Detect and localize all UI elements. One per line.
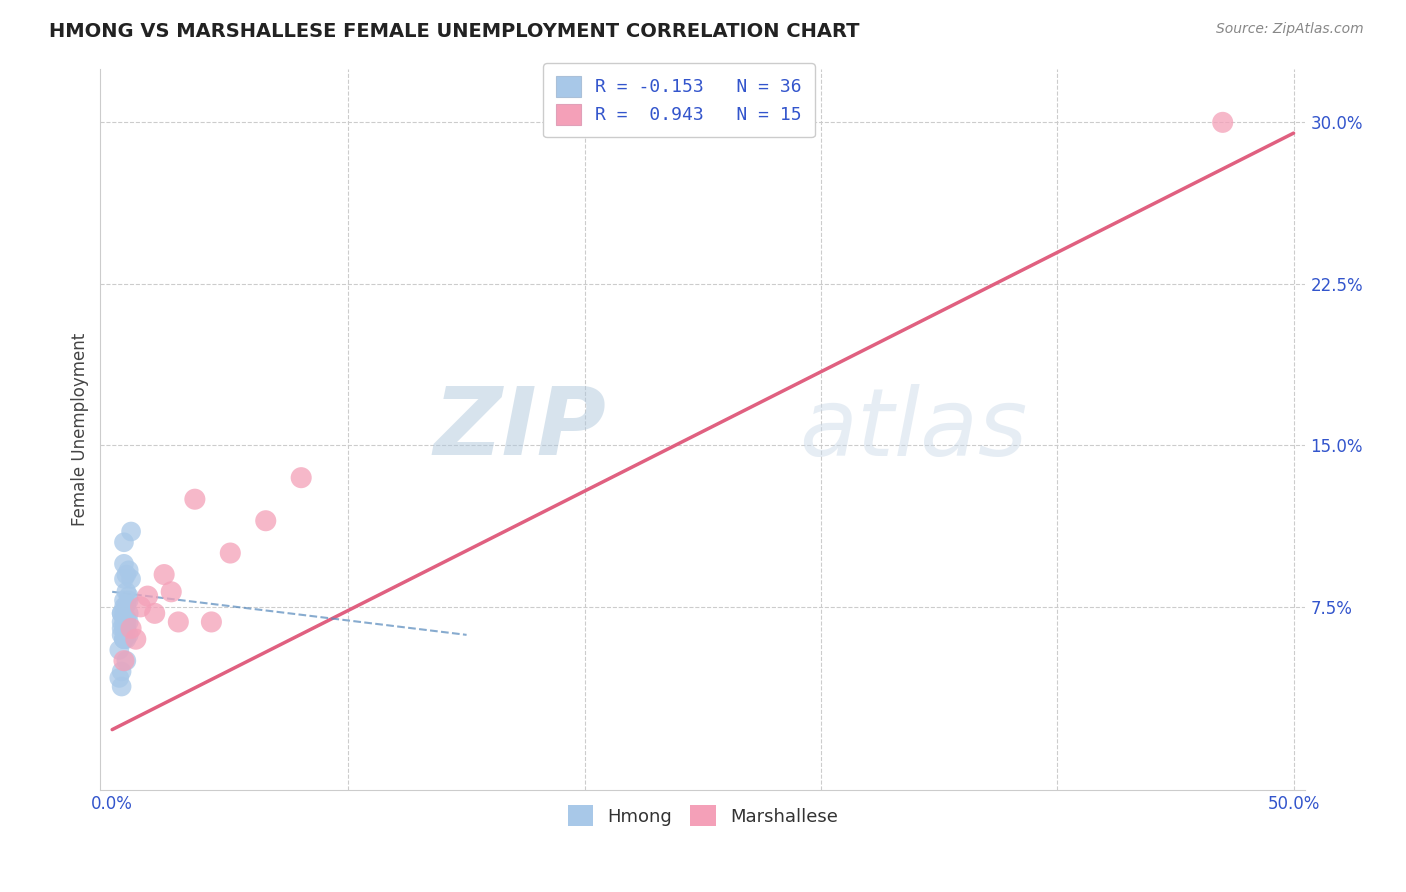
Point — [1212, 115, 1234, 129]
Point — [115, 584, 138, 599]
Point — [120, 572, 142, 586]
Point — [112, 593, 135, 607]
Y-axis label: Female Unemployment: Female Unemployment — [72, 333, 89, 526]
Point — [115, 615, 138, 629]
Point — [129, 599, 152, 614]
Point — [112, 621, 135, 635]
Point — [118, 628, 141, 642]
Point — [108, 643, 131, 657]
Point — [153, 567, 176, 582]
Point — [115, 654, 138, 668]
Text: HMONG VS MARSHALLESE FEMALE UNEMPLOYMENT CORRELATION CHART: HMONG VS MARSHALLESE FEMALE UNEMPLOYMENT… — [49, 22, 859, 41]
Point — [115, 610, 138, 624]
Point — [118, 607, 141, 621]
Point — [115, 632, 138, 647]
Point — [112, 632, 135, 647]
Point — [110, 607, 132, 621]
Point — [200, 615, 222, 629]
Point — [112, 607, 135, 621]
Point — [160, 584, 183, 599]
Point — [112, 632, 135, 647]
Point — [118, 589, 141, 603]
Point — [112, 632, 135, 647]
Point — [110, 621, 132, 635]
Point — [115, 598, 138, 612]
Point — [120, 524, 142, 539]
Point — [112, 654, 135, 668]
Text: ZIP: ZIP — [433, 384, 606, 475]
Point — [120, 621, 142, 635]
Point — [112, 599, 135, 614]
Text: atlas: atlas — [799, 384, 1028, 475]
Point — [118, 615, 141, 629]
Point — [254, 514, 277, 528]
Point — [118, 593, 141, 607]
Point — [112, 572, 135, 586]
Point — [118, 563, 141, 577]
Point — [112, 535, 135, 549]
Point — [110, 607, 132, 621]
Text: Source: ZipAtlas.com: Source: ZipAtlas.com — [1216, 22, 1364, 37]
Point — [143, 607, 166, 621]
Point — [219, 546, 242, 560]
Point — [167, 615, 190, 629]
Point — [112, 557, 135, 571]
Point — [110, 628, 132, 642]
Point — [115, 621, 138, 635]
Point — [110, 615, 132, 629]
Legend: Hmong, Marshallese: Hmong, Marshallese — [558, 796, 846, 835]
Point — [110, 665, 132, 679]
Point — [184, 492, 207, 507]
Point — [112, 615, 135, 629]
Point — [125, 632, 148, 647]
Point — [136, 589, 159, 603]
Point — [115, 567, 138, 582]
Point — [290, 471, 312, 485]
Point — [108, 671, 131, 685]
Point — [110, 680, 132, 694]
